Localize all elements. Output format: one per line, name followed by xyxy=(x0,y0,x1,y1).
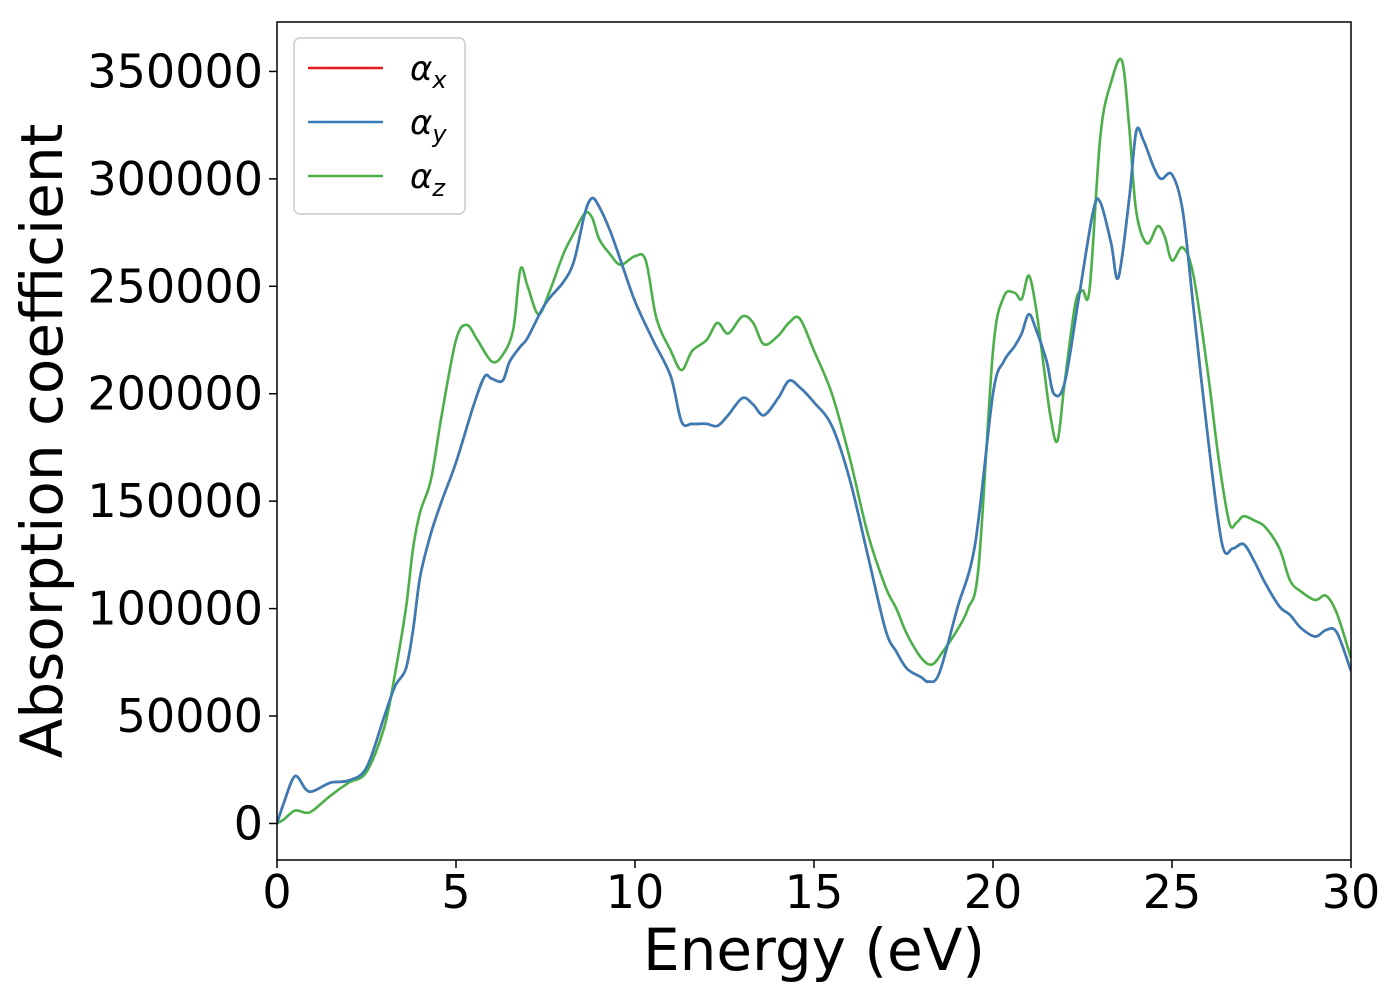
x-tick-label: 0 xyxy=(262,865,291,919)
legend-label-x: αx xyxy=(410,49,447,94)
x-tick-label: 5 xyxy=(441,865,470,919)
y-tick-label: 200000 xyxy=(87,367,263,421)
y-tick-label: 0 xyxy=(234,796,263,850)
series-line-alpha-z xyxy=(277,57,1351,825)
y-axis: 0 50000 100000 150000 200000 250000 300000 3500… xyxy=(87,44,277,850)
y-tick-label: 100000 xyxy=(87,582,263,636)
legend: αx αy αz xyxy=(293,37,466,215)
legend-box xyxy=(293,37,466,215)
y-tick-label: 350000 xyxy=(87,44,263,98)
y-tick-label: 250000 xyxy=(87,259,263,313)
x-tick-label: 15 xyxy=(785,865,844,919)
x-axis: 0 5 10 15 20 25 30 xyxy=(262,860,1380,919)
y-axis-title: Absorption coefficient xyxy=(8,124,76,759)
y-tick-label: 150000 xyxy=(87,474,263,528)
legend-label-y: αy xyxy=(410,103,447,148)
series-layer xyxy=(277,57,1351,825)
x-tick-label: 20 xyxy=(964,865,1023,919)
series-line-alpha-x xyxy=(277,126,1351,824)
y-tick-label: 50000 xyxy=(117,689,263,743)
legend-label-z: αz xyxy=(410,157,446,202)
x-tick-label: 30 xyxy=(1322,865,1381,919)
y-tick-label: 300000 xyxy=(87,152,263,206)
x-axis-title: Energy (eV) xyxy=(643,916,985,984)
series-line-alpha-y xyxy=(277,126,1351,824)
x-tick-label: 25 xyxy=(1143,865,1202,919)
x-tick-label: 10 xyxy=(606,865,665,919)
